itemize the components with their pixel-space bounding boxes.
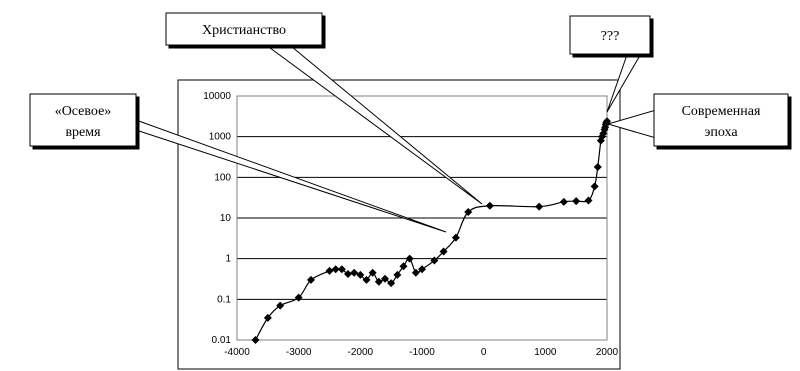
y-axis-tick-labels: 0.01 0.1 1 10 100 1000 10000 (203, 91, 231, 346)
x-tick-label: 0 (481, 347, 487, 358)
data-point-marker (294, 293, 303, 302)
data-point-marker (464, 208, 473, 217)
data-point-marker (485, 201, 494, 210)
data-point-marker (263, 313, 272, 322)
callout-axial-age-line1: «Осевое» (55, 104, 112, 119)
callout-unknown-box (569, 15, 651, 55)
x-tick-label: -3000 (286, 347, 312, 358)
data-point-marker (430, 256, 439, 265)
callout-unknown: ??? (569, 15, 651, 113)
data-point-marker (451, 233, 460, 242)
x-tick-label: 2000 (596, 347, 619, 358)
data-point-marker (584, 196, 593, 205)
y-tick-label: 10000 (203, 91, 231, 102)
callout-axial-age-box (29, 93, 137, 147)
data-point-marker (387, 279, 396, 288)
callout-christianity: Христианство (165, 12, 483, 205)
callout-modern-era-line2: эпоха (704, 125, 738, 140)
data-point-marker (399, 262, 408, 271)
x-tick-label: 1000 (534, 347, 557, 358)
y-tick-label: 100 (214, 172, 231, 183)
callout-christianity-text: Христианство (202, 23, 286, 38)
callout-axial-age-line2: время (65, 125, 101, 140)
data-point-marker (368, 268, 377, 277)
plot-inner-border (236, 95, 608, 341)
data-point-marker (593, 162, 602, 171)
data-point-marker (307, 275, 315, 284)
data-point-marker (590, 182, 599, 191)
y-tick-label: 10 (220, 213, 232, 224)
data-series (251, 117, 611, 344)
x-axis-tick-labels: -4000 -3000 -2000 -1000 0 1000 2000 (224, 347, 618, 358)
data-point-marker (325, 266, 334, 275)
data-point-marker (276, 301, 285, 310)
callout-christianity-box (165, 12, 323, 46)
data-point-marker (337, 265, 346, 274)
data-point-marker (572, 197, 581, 206)
x-tick-label: -2000 (348, 347, 374, 358)
callout-axial-age: «Осевое» время (29, 93, 447, 233)
x-tick-label: -1000 (409, 347, 435, 358)
data-point-marker (356, 270, 365, 279)
callout-unknown-text: ??? (601, 29, 620, 44)
callout-modern-era-box (653, 93, 789, 147)
data-point-marker (535, 202, 544, 211)
data-point-marker (405, 254, 414, 263)
x-tick-label: -4000 (224, 347, 250, 358)
data-point-marker (251, 336, 260, 344)
data-point-marker (350, 268, 359, 277)
y-tick-label: 0.01 (212, 335, 232, 346)
plot-frame (177, 79, 621, 370)
data-point-marker (331, 265, 340, 274)
y-tick-label: 0.1 (217, 294, 231, 305)
data-point-marker (411, 268, 420, 277)
data-point-marker (418, 265, 426, 274)
data-point-marker (344, 269, 352, 278)
data-point-marker (374, 277, 383, 286)
data-point-marker (439, 247, 448, 256)
callout-modern-era-line1: Современная (682, 104, 761, 119)
data-point-marker (381, 274, 389, 283)
data-point-marker (559, 197, 568, 206)
callout-modern-era: Современная эпоха (606, 93, 789, 147)
data-point-marker (362, 275, 371, 284)
y-tick-label: 1 (225, 254, 231, 265)
data-point-marker (393, 270, 402, 279)
y-tick-label: 1000 (209, 132, 232, 143)
